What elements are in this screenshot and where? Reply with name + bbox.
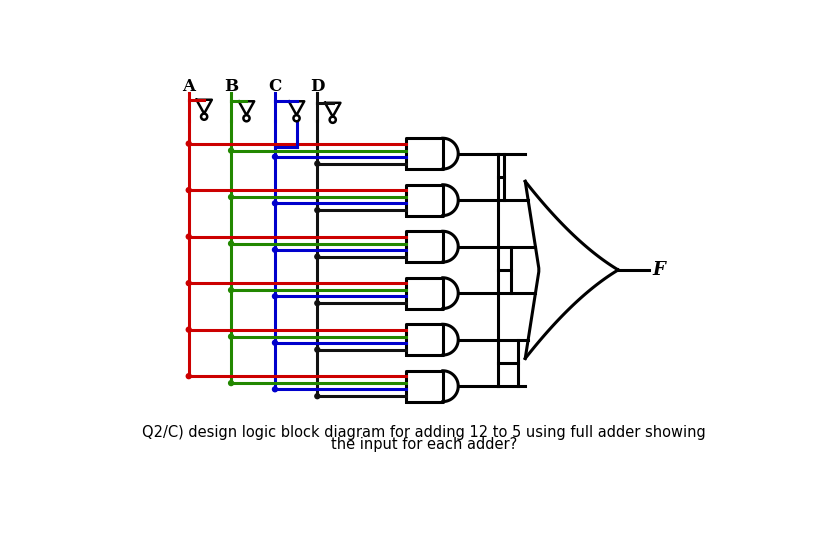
Text: D: D [309,78,324,95]
Circle shape [228,148,233,153]
Circle shape [186,327,191,332]
Text: C: C [268,78,281,95]
Circle shape [228,241,233,246]
Circle shape [272,340,277,345]
Circle shape [228,381,233,385]
Circle shape [314,161,319,166]
Circle shape [186,141,191,146]
Circle shape [228,334,233,339]
Circle shape [201,114,207,120]
Circle shape [186,234,191,239]
Circle shape [272,154,277,159]
Circle shape [186,374,191,378]
Text: A: A [182,78,195,95]
Text: the input for each adder?: the input for each adder? [331,437,517,452]
Circle shape [272,294,277,299]
Circle shape [293,115,299,121]
Circle shape [186,188,191,192]
Circle shape [228,288,233,293]
Circle shape [329,117,336,123]
Circle shape [243,115,249,121]
Text: F: F [652,261,664,279]
Circle shape [314,207,319,213]
Text: B: B [224,78,238,95]
Circle shape [314,347,319,352]
Circle shape [272,201,277,206]
Circle shape [272,247,277,252]
Circle shape [186,281,191,286]
Text: Q2/C) design logic block diagram for adding 12 to 5 using full adder showing: Q2/C) design logic block diagram for add… [142,425,705,440]
Circle shape [272,387,277,392]
Circle shape [314,301,319,306]
Circle shape [314,254,319,259]
Circle shape [314,394,319,399]
Circle shape [228,195,233,199]
